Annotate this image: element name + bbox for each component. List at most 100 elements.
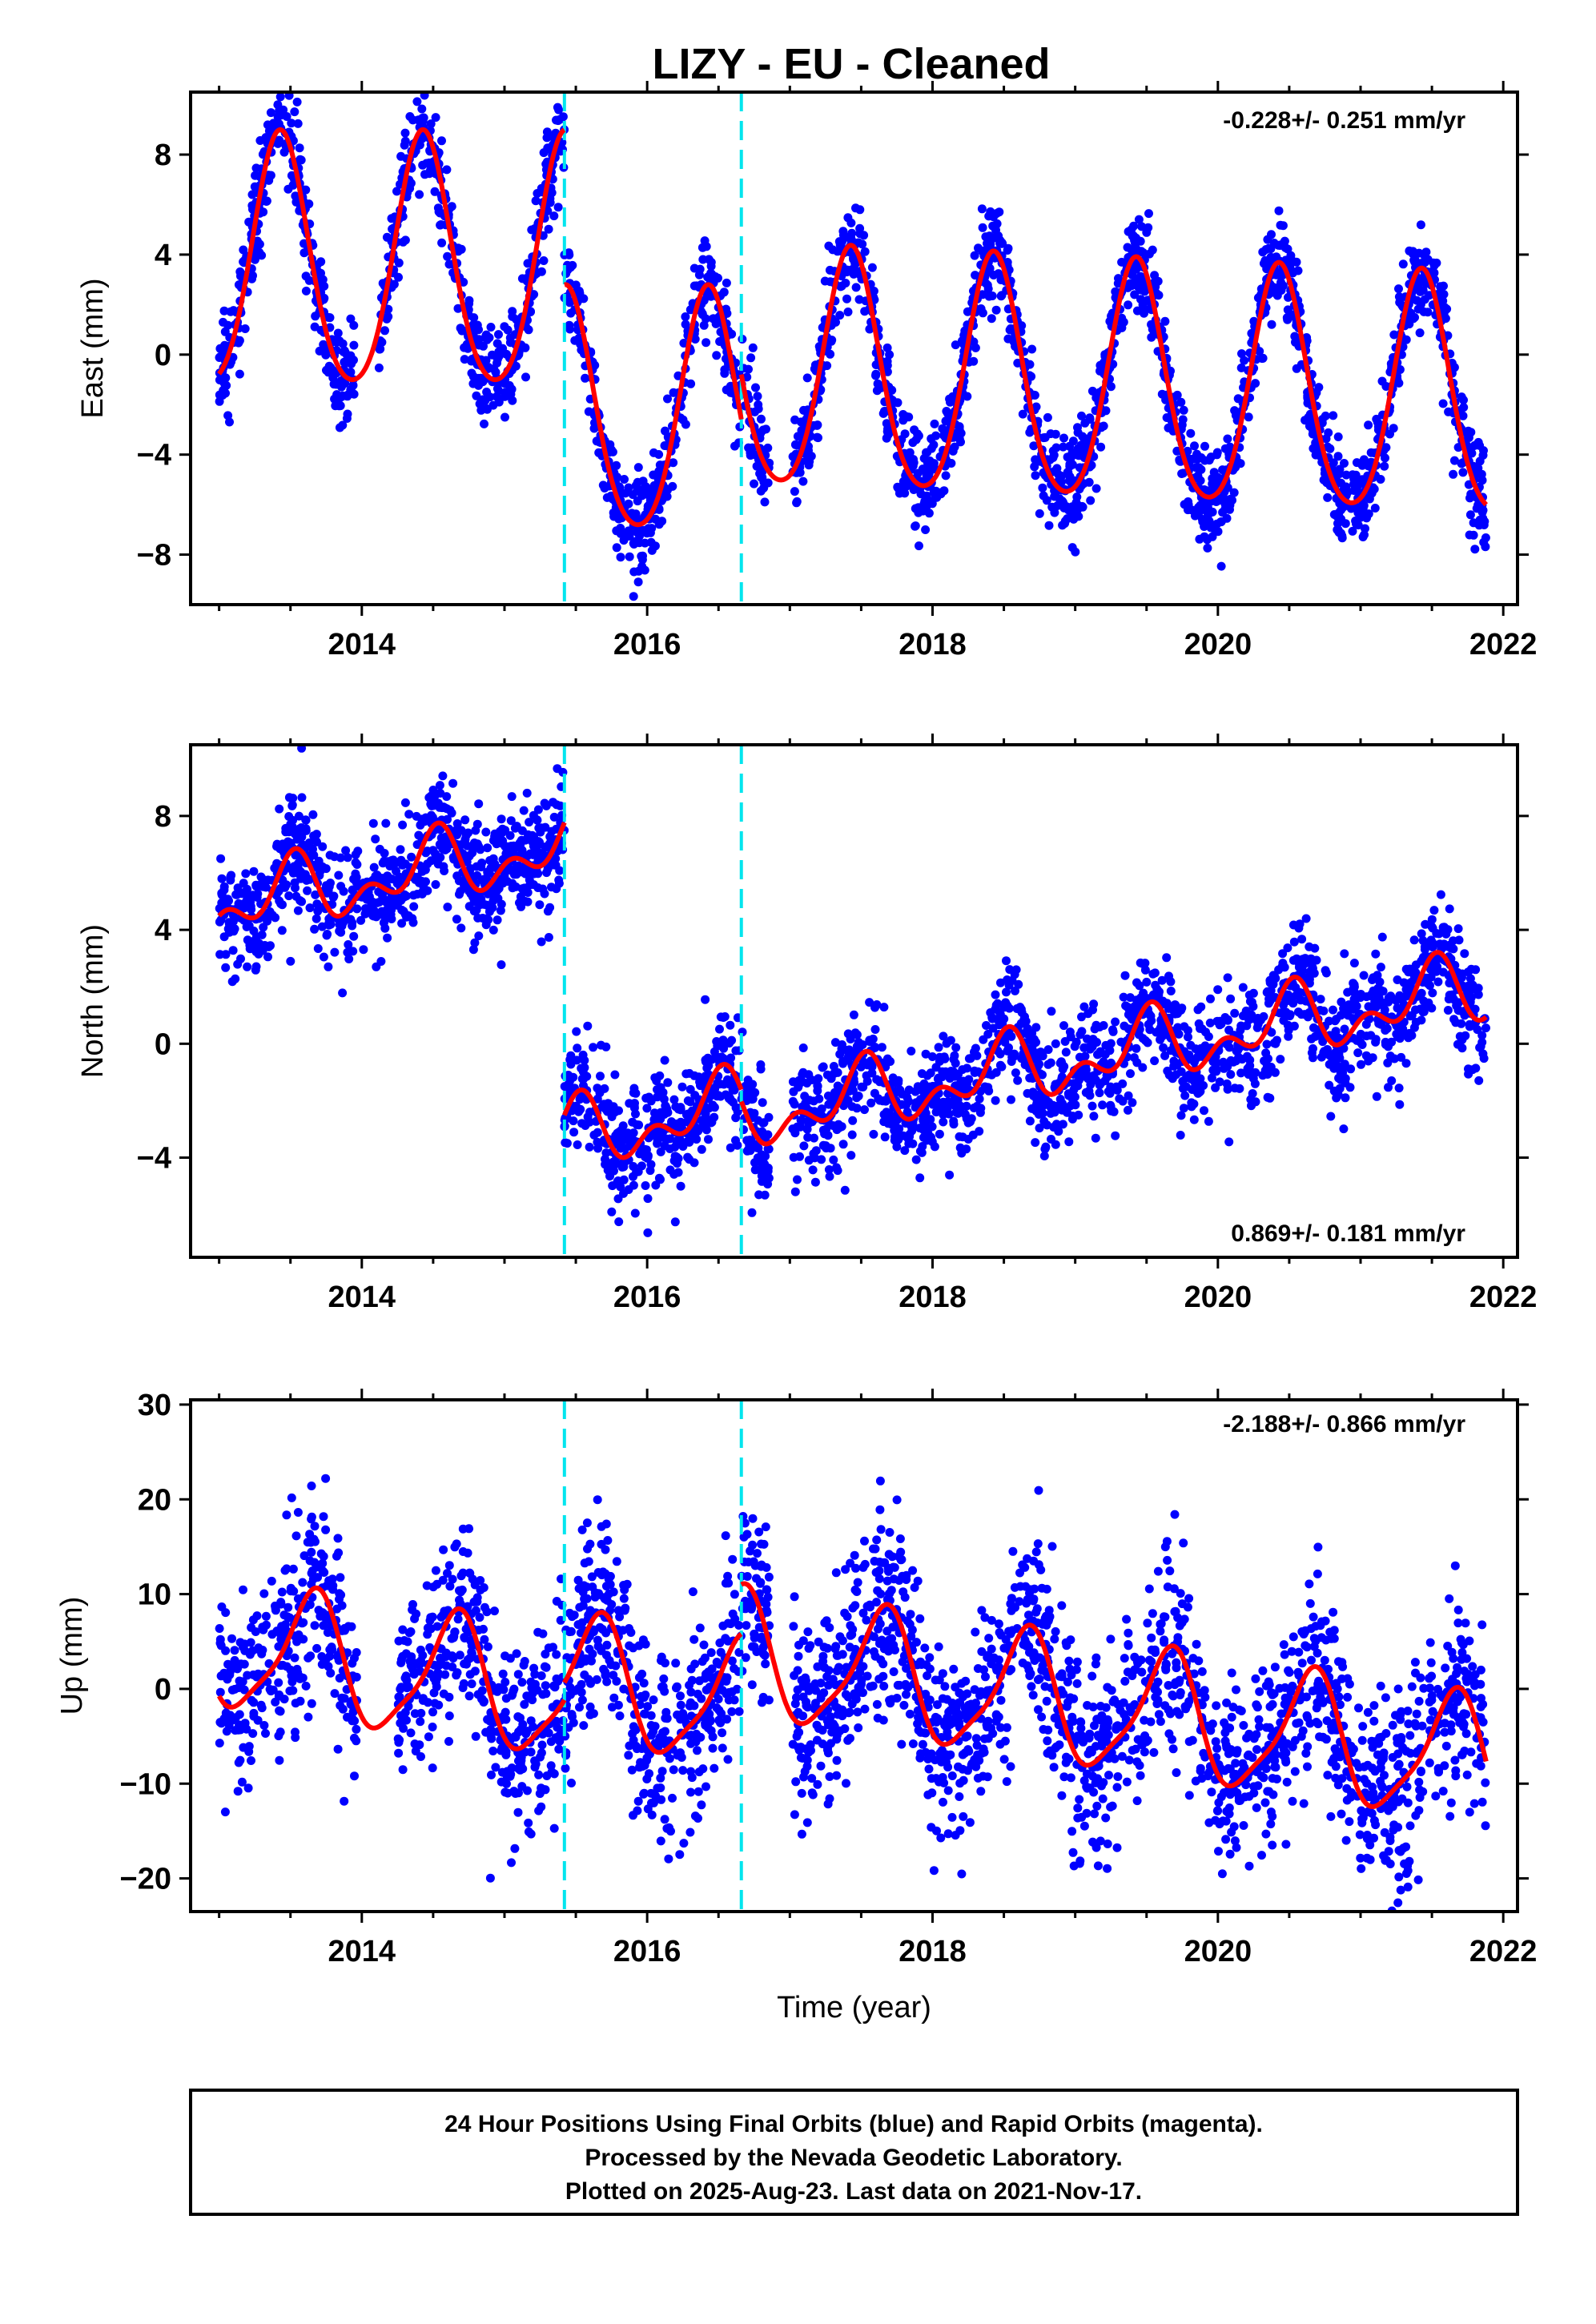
data-point bbox=[1353, 521, 1363, 530]
data-point bbox=[1479, 521, 1489, 529]
data-point bbox=[598, 480, 608, 490]
data-point bbox=[984, 211, 994, 221]
data-point bbox=[1142, 977, 1152, 987]
data-point bbox=[698, 255, 708, 264]
data-point bbox=[851, 283, 861, 292]
data-point bbox=[1353, 480, 1363, 490]
data-point bbox=[1312, 955, 1321, 965]
data-point bbox=[1370, 504, 1380, 513]
data-point bbox=[1134, 215, 1144, 224]
data-point bbox=[1139, 248, 1148, 257]
data-point bbox=[349, 931, 359, 941]
data-point bbox=[1144, 1019, 1153, 1029]
data-point bbox=[720, 368, 730, 378]
data-point bbox=[991, 1068, 1001, 1077]
data-point bbox=[1471, 965, 1481, 975]
data-point bbox=[1421, 919, 1430, 929]
data-point bbox=[1377, 376, 1387, 386]
data-point bbox=[983, 280, 992, 290]
data-point bbox=[810, 1133, 818, 1143]
data-point bbox=[860, 247, 870, 256]
data-point bbox=[282, 112, 291, 121]
data-point bbox=[629, 540, 639, 549]
data-point bbox=[760, 497, 770, 507]
data-point bbox=[790, 1187, 800, 1196]
data-point bbox=[1230, 1008, 1240, 1018]
data-point bbox=[384, 312, 393, 321]
data-point bbox=[1301, 914, 1311, 923]
data-point bbox=[818, 1062, 828, 1072]
data-point bbox=[301, 271, 311, 281]
data-point bbox=[1004, 1003, 1014, 1013]
data-point bbox=[335, 401, 344, 411]
data-point bbox=[474, 799, 484, 809]
data-point bbox=[699, 320, 709, 330]
data-point bbox=[601, 1148, 611, 1158]
data-point bbox=[1374, 993, 1384, 1003]
data-point bbox=[924, 509, 934, 518]
data-point bbox=[1166, 987, 1176, 995]
data-point bbox=[589, 1130, 599, 1140]
data-point bbox=[814, 433, 822, 443]
data-point bbox=[1394, 378, 1404, 388]
data-point bbox=[817, 1155, 826, 1164]
data-point bbox=[1203, 535, 1212, 545]
data-point bbox=[1438, 967, 1448, 977]
data-point bbox=[486, 323, 496, 332]
data-point bbox=[882, 343, 892, 352]
data-point bbox=[362, 907, 372, 916]
data-point bbox=[1429, 261, 1439, 270]
data-point bbox=[1332, 1015, 1341, 1024]
data-point bbox=[911, 521, 920, 531]
data-point bbox=[1148, 245, 1157, 255]
data-point bbox=[1282, 313, 1292, 323]
data-point bbox=[412, 97, 422, 107]
data-point bbox=[1420, 942, 1429, 951]
data-point bbox=[581, 1121, 590, 1130]
data-point bbox=[1278, 949, 1288, 959]
data-point bbox=[527, 225, 537, 235]
data-point bbox=[928, 1100, 938, 1109]
data-point bbox=[848, 1116, 858, 1125]
data-point bbox=[349, 320, 359, 330]
data-point bbox=[510, 823, 520, 833]
data-point bbox=[1312, 388, 1321, 397]
data-point bbox=[1220, 500, 1230, 509]
data-point bbox=[476, 373, 486, 383]
data-point bbox=[573, 1043, 582, 1053]
data-point bbox=[1063, 468, 1073, 477]
data-point bbox=[685, 1097, 695, 1107]
data-point bbox=[744, 1144, 754, 1154]
data-point bbox=[1189, 1115, 1199, 1124]
data-point bbox=[1132, 1043, 1141, 1053]
data-point bbox=[1218, 492, 1228, 501]
chart-title: LIZY - EU - Cleaned bbox=[652, 40, 1050, 88]
data-point bbox=[227, 977, 237, 987]
data-point bbox=[352, 860, 362, 869]
data-point bbox=[927, 1122, 937, 1132]
data-point bbox=[1046, 429, 1055, 439]
data-point bbox=[1359, 501, 1369, 510]
data-point bbox=[1339, 1062, 1349, 1072]
data-point bbox=[654, 1173, 664, 1183]
data-point bbox=[908, 438, 918, 448]
data-point bbox=[621, 529, 630, 539]
data-point bbox=[1398, 259, 1408, 269]
data-point bbox=[1470, 545, 1480, 554]
data-point bbox=[1132, 978, 1141, 987]
data-point bbox=[971, 271, 980, 280]
data-point bbox=[1425, 291, 1434, 300]
data-point bbox=[1293, 266, 1303, 275]
y-tick-label: −4 bbox=[137, 439, 171, 472]
data-point bbox=[1389, 330, 1399, 340]
data-point bbox=[1260, 255, 1270, 265]
data-point bbox=[788, 1077, 798, 1087]
data-point bbox=[978, 308, 987, 318]
data-point bbox=[1002, 987, 1011, 997]
x-tick-label: 2020 bbox=[1184, 628, 1252, 661]
data-point bbox=[975, 1108, 985, 1117]
data-point bbox=[251, 965, 260, 975]
data-point bbox=[915, 1173, 925, 1183]
data-point bbox=[616, 1182, 625, 1192]
data-point bbox=[1333, 519, 1342, 529]
